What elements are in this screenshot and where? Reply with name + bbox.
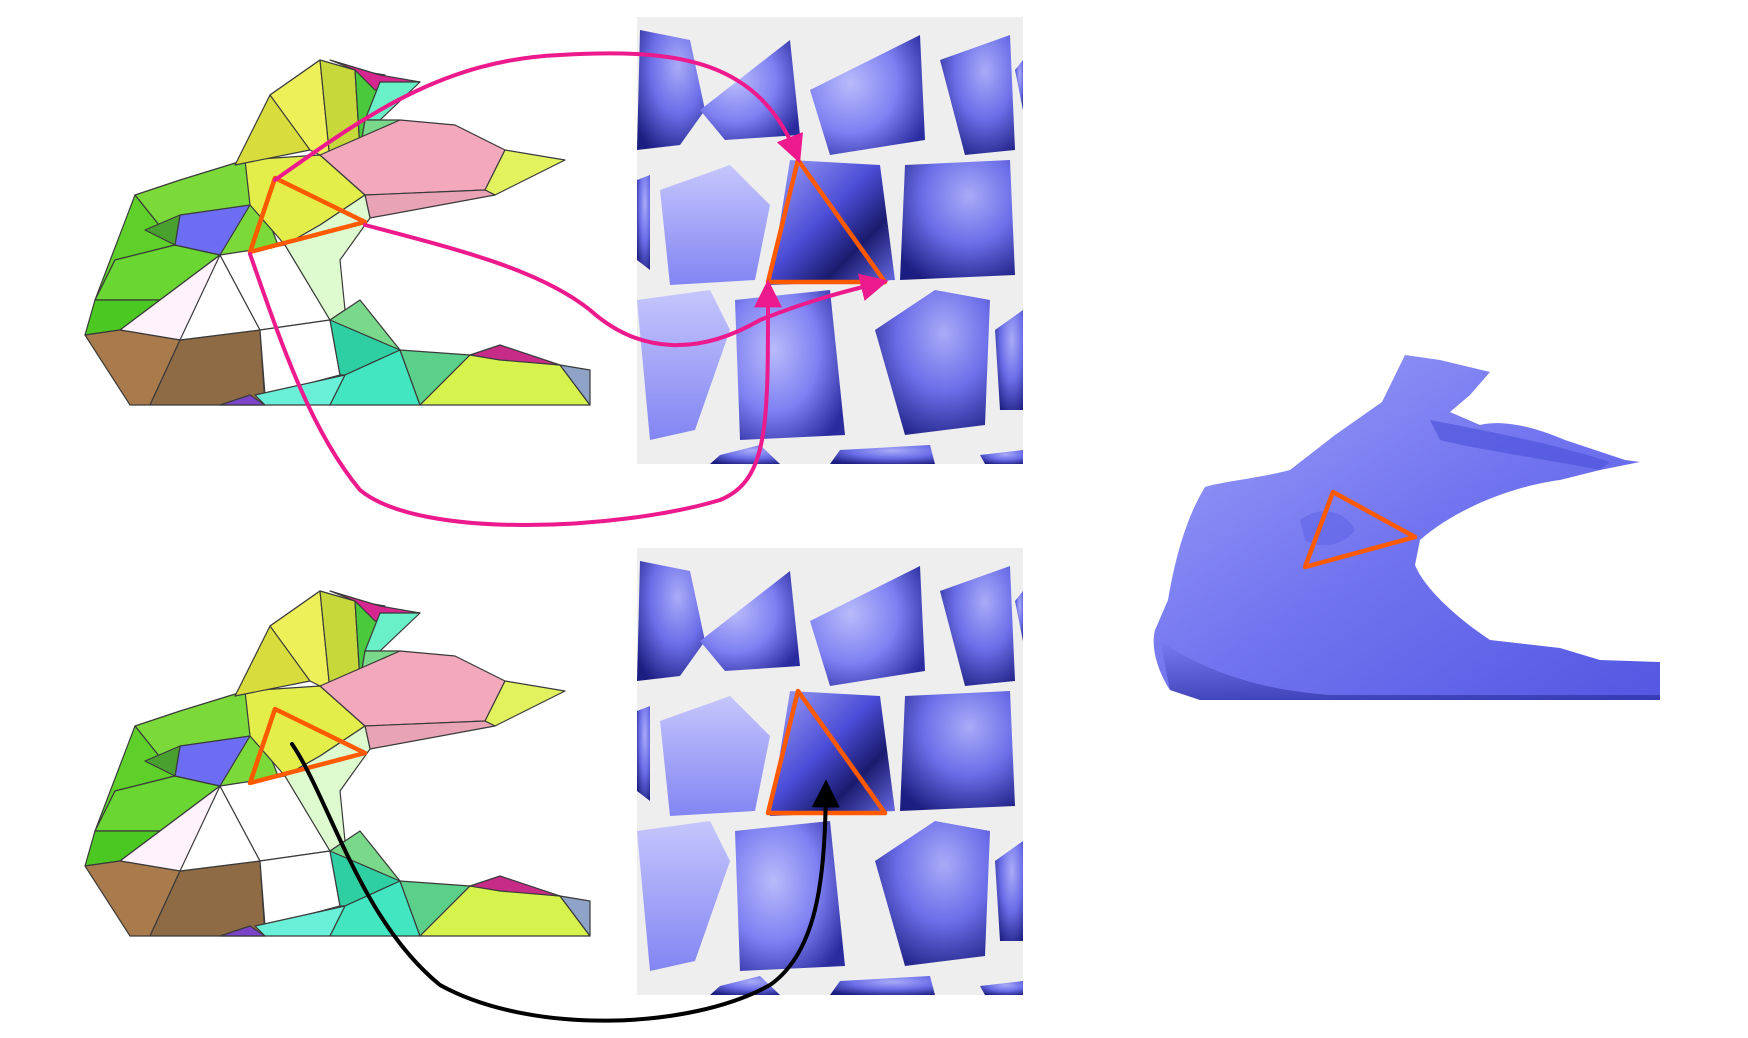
vertex-arrow-1 <box>273 51 803 182</box>
mesh-faces <box>84 59 591 406</box>
texture-atlas-bottom <box>637 548 1023 995</box>
vertex-arrow-3 <box>248 252 783 527</box>
textured-bunny <box>1153 355 1660 700</box>
highlight-triangle-top-texture <box>765 157 888 285</box>
face-mapping-arrows <box>290 742 840 1023</box>
highlight-triangle-bunny <box>1302 489 1418 570</box>
face-arrow <box>290 742 840 1023</box>
bunny-eye-shading <box>1300 511 1355 546</box>
bunny-ear-shading <box>1430 420 1610 470</box>
bunny-body <box>1153 355 1660 700</box>
texture-charts <box>637 30 1023 464</box>
vertex-mapping-arrows <box>248 51 889 527</box>
colored-mesh-bottom <box>84 590 591 937</box>
texture-charts <box>637 561 1023 995</box>
vertex-arrow-2 <box>363 223 889 348</box>
mesh-faces <box>84 590 591 937</box>
highlight-triangle-top-mesh <box>247 175 368 255</box>
bunny-shadow <box>1160 640 1660 700</box>
texture-atlas-top <box>637 17 1023 464</box>
colored-mesh-top <box>84 59 591 406</box>
